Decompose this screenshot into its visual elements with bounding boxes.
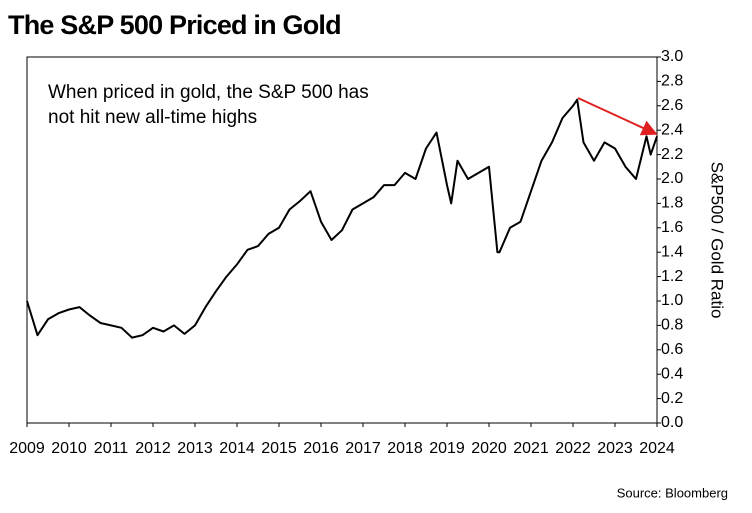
- y-tick-label: 0.6: [661, 341, 683, 358]
- x-tick-label: 2022: [555, 440, 591, 457]
- y-tick-label: 1.8: [661, 195, 683, 212]
- y-tick-label: 2.4: [661, 121, 683, 138]
- chart-title: The S&P 500 Priced in Gold: [8, 10, 341, 40]
- x-tick-label: 2010: [51, 440, 87, 457]
- x-tick-label: 2013: [177, 440, 213, 457]
- y-tick-label: 2.8: [661, 73, 683, 90]
- y-tick-label: 1.0: [661, 292, 683, 309]
- y-tick-label: 3.0: [661, 48, 683, 65]
- plot-frame: [26, 56, 658, 424]
- x-tick-label: 2016: [303, 440, 339, 457]
- series-line: [26, 98, 658, 339]
- source: Source: Bloomberg: [617, 485, 728, 500]
- y-tick-label: 2.6: [661, 97, 683, 114]
- x-tick-label: 2012: [135, 440, 171, 457]
- y-tick-label: 0.8: [661, 317, 683, 334]
- x-tick-label: 2011: [94, 440, 129, 457]
- y-tick-label: 0.4: [661, 365, 683, 382]
- x-tick-label: 2019: [429, 440, 465, 457]
- x-tick-label: 2020: [471, 440, 507, 457]
- y-tick-label: 0.2: [661, 390, 683, 407]
- y-tick-label: 0.0: [661, 414, 683, 431]
- y-tick-label: 1.2: [661, 268, 683, 285]
- x-tick-label: 2023: [597, 440, 633, 457]
- y-tick-label: 2.0: [661, 170, 683, 187]
- x-tick-label: 2017: [345, 440, 381, 457]
- trend-arrow: [577, 97, 658, 136]
- x-tick-label: 2015: [261, 440, 297, 457]
- x-tick-label: 2018: [387, 440, 423, 457]
- x-tick-label: 2021: [513, 440, 549, 457]
- x-tick-label: 2014: [219, 440, 255, 457]
- annotation-box: When priced in gold, the S&P 500 has not…: [48, 82, 369, 128]
- y-tick-label: 1.6: [661, 219, 683, 236]
- y-tick-label: 2.2: [661, 146, 683, 163]
- y-tick-label: 1.4: [661, 243, 683, 260]
- x-tick-label: 2009: [9, 440, 45, 457]
- x-tick-label: 2024: [639, 440, 675, 457]
- annotation: When priced in gold, the S&P 500 has not…: [48, 82, 369, 128]
- y-axis-label: S&P500 / Gold Ratio: [708, 162, 727, 319]
